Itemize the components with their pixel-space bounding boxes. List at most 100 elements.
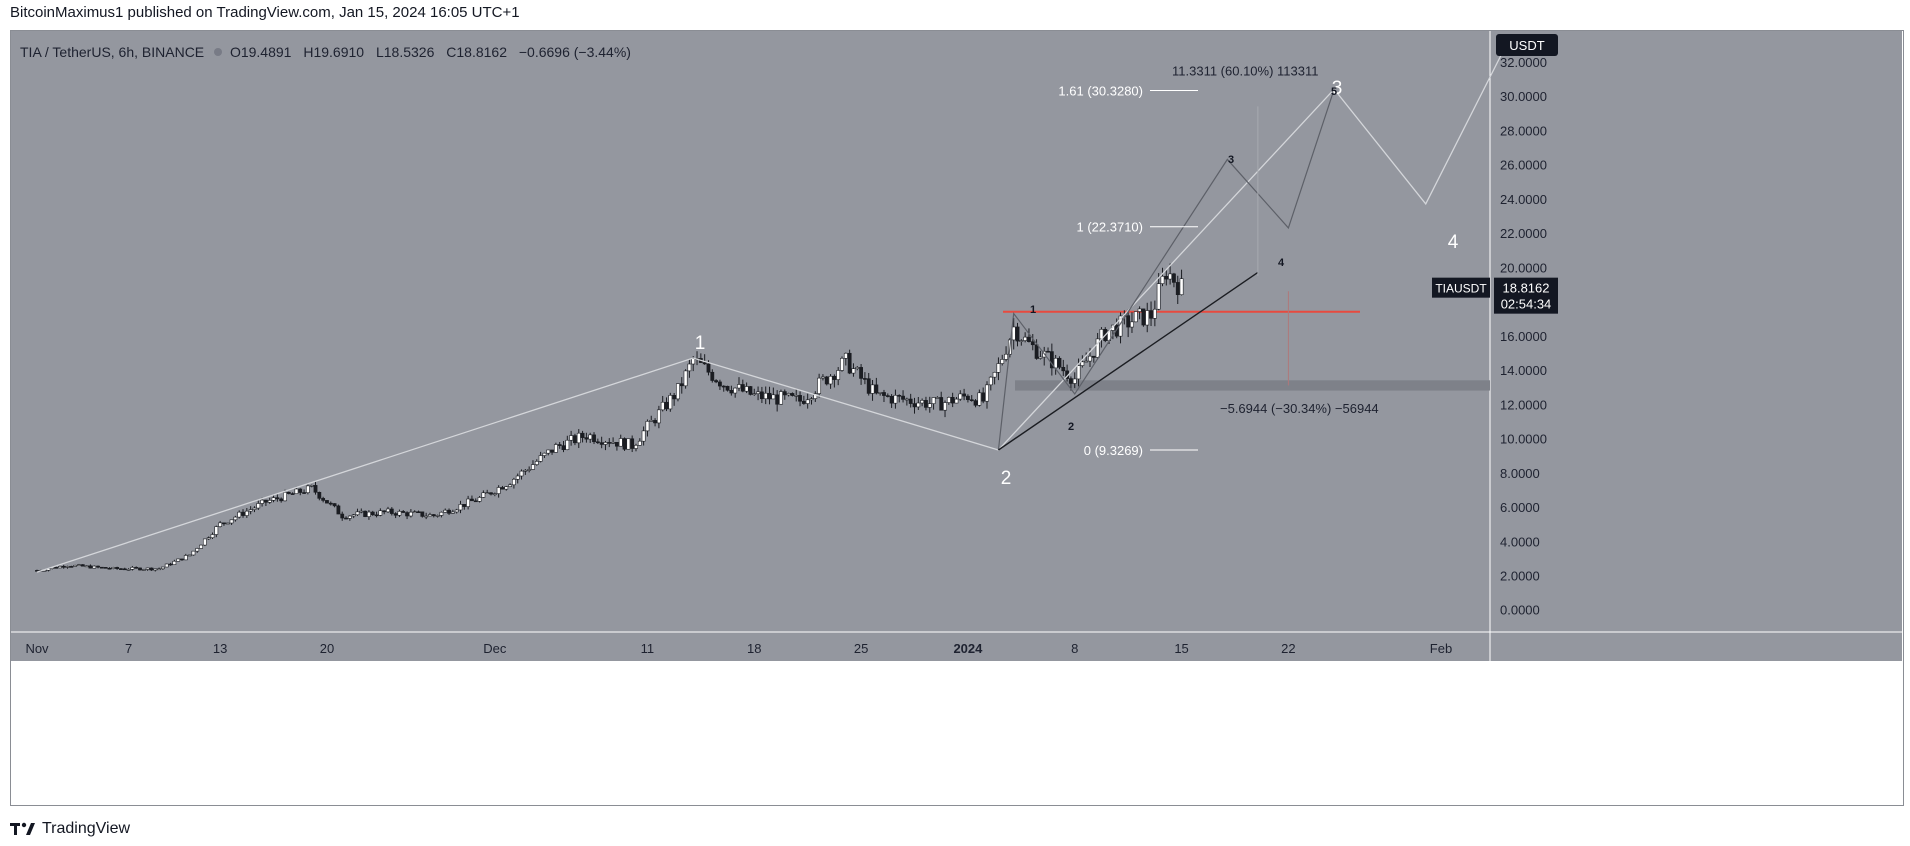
- candle-body: [84, 565, 89, 568]
- candle-body: [580, 432, 585, 438]
- candle-body: [676, 383, 680, 400]
- countdown-label: 02:54:34: [1501, 297, 1552, 312]
- candle-body: [576, 432, 581, 444]
- candle-body: [424, 515, 429, 518]
- candle-body: [512, 478, 516, 486]
- candle-body: [298, 488, 303, 493]
- candle-body: [1011, 326, 1016, 341]
- large-wave-path: [36, 52, 1503, 573]
- candle-body: [420, 511, 425, 517]
- candle-body: [733, 387, 738, 394]
- candle-body: [855, 367, 860, 369]
- candle-body: [340, 513, 345, 519]
- candle-body: [668, 395, 673, 410]
- candle-body: [519, 470, 524, 477]
- candle-body: [534, 461, 539, 465]
- candle-body: [920, 400, 925, 404]
- candle-body: [897, 394, 902, 397]
- candle-body: [1049, 351, 1054, 369]
- candle-body: [180, 558, 184, 561]
- last-price-label: 18.8162: [1503, 281, 1550, 296]
- candle-body: [866, 378, 871, 394]
- candle-body: [367, 511, 371, 517]
- price-tick-label: 4.0000: [1500, 534, 1540, 549]
- candle-body: [904, 398, 909, 401]
- candle-body: [592, 434, 596, 443]
- currency-label: USDT: [1509, 38, 1544, 53]
- candle-body: [401, 511, 406, 513]
- candle-body: [183, 555, 188, 561]
- candle-body: [157, 568, 161, 571]
- candle-body: [840, 358, 844, 371]
- fib-level-label: 1 (22.3710): [1077, 220, 1144, 235]
- candle-body: [1179, 278, 1184, 296]
- candle-body: [347, 515, 352, 519]
- candle-body: [428, 514, 432, 517]
- symbol-label[interactable]: TIA / TetherUS, 6h, BINANCE: [20, 44, 205, 60]
- price-tick-label: 26.0000: [1500, 158, 1547, 173]
- candle-body: [538, 455, 543, 462]
- candle-body: [408, 511, 413, 517]
- footer-brand[interactable]: TradingView: [42, 820, 131, 837]
- candle-body: [824, 376, 829, 385]
- high-value: 19.6910: [313, 44, 365, 60]
- candle-body: [798, 395, 802, 402]
- candle-body: [1000, 359, 1005, 364]
- candle-body: [882, 392, 886, 396]
- candle-body: [1088, 355, 1092, 362]
- candle-body: [946, 397, 951, 403]
- candle-body: [729, 390, 734, 394]
- candle-body: [515, 475, 520, 480]
- candle-body: [111, 567, 116, 569]
- candle-body: [317, 491, 322, 499]
- candle-body: [481, 492, 486, 498]
- candle-body: [660, 401, 665, 411]
- open-value: 19.4891: [240, 44, 292, 60]
- candle-body: [103, 567, 108, 569]
- candle-body: [210, 534, 215, 539]
- candle-body: [847, 352, 852, 374]
- candle-body: [622, 438, 627, 450]
- candle-body: [550, 449, 554, 453]
- candle-body: [851, 368, 856, 374]
- candle-body: [752, 393, 757, 395]
- price-tick-label: 10.0000: [1500, 432, 1547, 447]
- candle-body: [748, 386, 753, 395]
- candle-body: [645, 421, 650, 432]
- candle-body: [527, 469, 532, 471]
- candle-body: [843, 352, 848, 359]
- candle-body: [256, 503, 261, 509]
- candle-body: [286, 491, 291, 494]
- candle-body: [202, 538, 207, 546]
- candle-body: [454, 509, 459, 513]
- candle-body: [386, 508, 390, 513]
- plot-background: [11, 31, 1490, 632]
- candle-body: [637, 440, 642, 446]
- ascending-support-line: [998, 271, 1259, 451]
- candle-body: [61, 566, 66, 568]
- candle-body: [168, 563, 173, 566]
- candle-body: [908, 398, 913, 404]
- candle-body: [664, 401, 669, 410]
- candle-body: [779, 391, 783, 405]
- time-tick-label: Nov: [25, 641, 49, 656]
- price-tick-label: 12.0000: [1500, 397, 1547, 412]
- fib-level-label: 1.61 (30.3280): [1058, 83, 1143, 98]
- candle-body: [885, 395, 890, 397]
- candle-body: [206, 537, 211, 540]
- candle-body: [649, 420, 654, 422]
- candle-body: [588, 434, 593, 440]
- candle-body: [225, 522, 230, 525]
- candle-body: [279, 498, 284, 502]
- candle-body: [710, 371, 715, 381]
- candle-body: [447, 509, 451, 514]
- candle-body: [1091, 355, 1096, 358]
- candle-body: [275, 497, 280, 500]
- time-tick-label: 20: [320, 641, 334, 656]
- candle-body: [305, 485, 310, 493]
- candle-body: [271, 497, 276, 501]
- candle-body: [531, 464, 535, 470]
- ohlc-legend: TIA / TetherUS, 6h, BINANCE O19.4891 H19…: [20, 44, 639, 60]
- open-key: O: [229, 44, 241, 60]
